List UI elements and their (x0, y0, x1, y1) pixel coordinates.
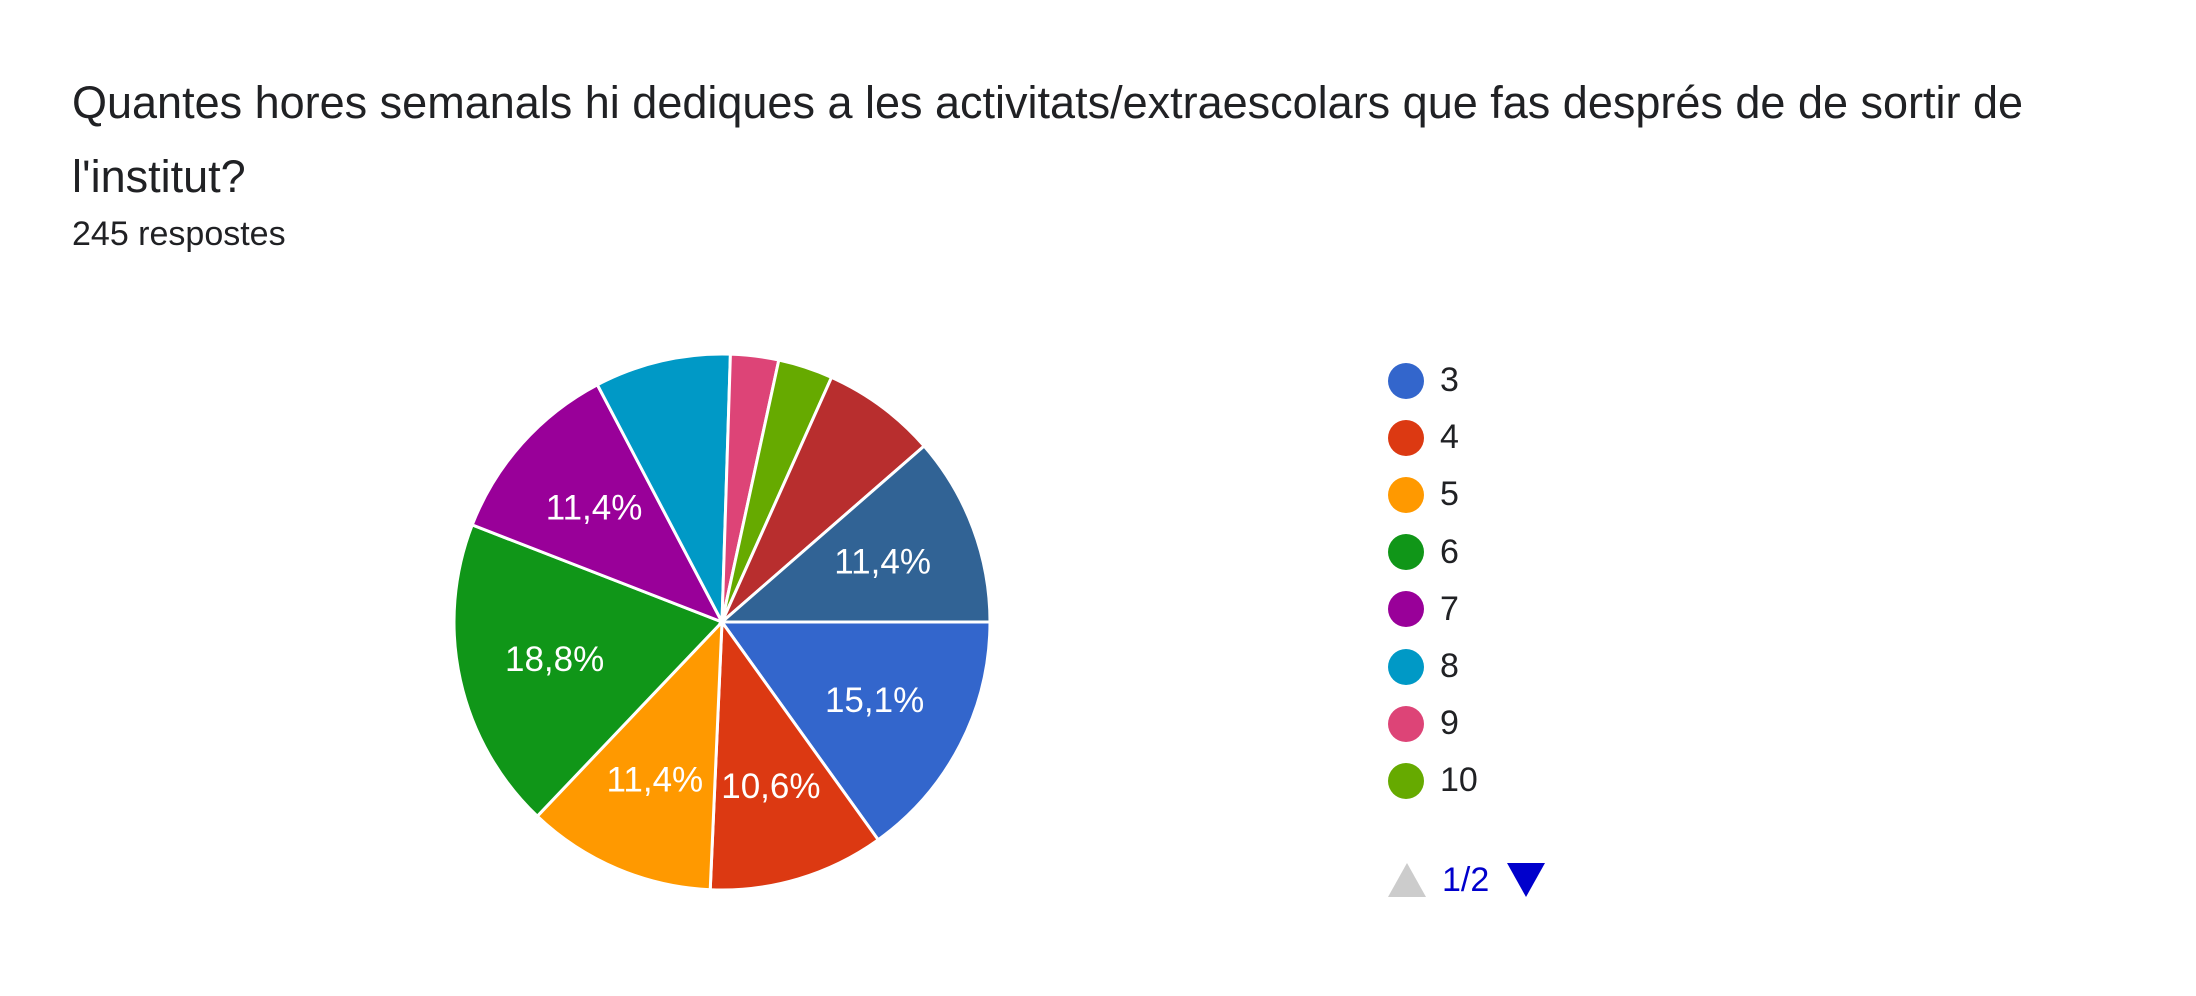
chart-title: Quantes hores semanals hi dediques a les… (72, 77, 2024, 202)
pie-slice-extra-8[interactable] (720, 375, 927, 624)
legend-label: 4 (1440, 418, 1459, 457)
legend-pager: 1/2 (1388, 855, 1546, 905)
legend-swatch (1388, 648, 1424, 685)
legend-item-3[interactable]: 3 (1388, 352, 1478, 409)
legend-label: 9 (1440, 704, 1459, 743)
pie-slice-6[interactable] (452, 522, 725, 819)
pie-slice-5[interactable] (535, 618, 724, 892)
slice-label-7: 11,4% (546, 488, 643, 527)
legend-item-7[interactable]: 7 (1388, 581, 1478, 638)
chart-legend: 3 4 5 6 7 8 9 10 (1388, 352, 1478, 810)
pie-slice-3[interactable] (719, 620, 992, 842)
legend-swatch (1388, 362, 1424, 399)
triangle-down-icon[interactable] (1507, 863, 1546, 897)
triangle-up-icon (1388, 863, 1426, 897)
slice-label-6: 18,8% (505, 640, 604, 679)
slice-label-3: 15,1% (825, 681, 924, 720)
legend-item-8[interactable]: 8 (1388, 638, 1478, 695)
pie-slice-extra-9[interactable] (717, 443, 992, 624)
legend-swatch (1388, 705, 1424, 742)
legend-item-5[interactable]: 5 (1388, 466, 1478, 523)
pie-slice-8[interactable] (595, 352, 732, 628)
legend-label: 5 (1440, 475, 1459, 514)
legend-swatch (1388, 762, 1424, 799)
pie-slice-4[interactable] (708, 617, 881, 892)
slice-label-extra-9: 11,4% (834, 542, 931, 581)
legend-label: 8 (1440, 647, 1459, 686)
pie-chart: 15,1% 10,6% 11,4% 18,8% 11,4% 11,4% (452, 352, 992, 892)
legend-label: 10 (1440, 761, 1478, 800)
pager-text: 1/2 (1442, 860, 1490, 899)
legend-swatch (1388, 534, 1424, 571)
legend-item-6[interactable]: 6 (1388, 524, 1478, 581)
legend-item-10[interactable]: 10 (1388, 752, 1478, 809)
response-count: 245 respostes (72, 215, 286, 253)
legend-label: 7 (1440, 589, 1459, 628)
legend-item-9[interactable]: 9 (1388, 695, 1478, 752)
slice-label-5: 11,4% (607, 760, 704, 799)
slice-label-4: 10,6% (721, 767, 820, 806)
pie-slice-7[interactable] (470, 382, 726, 625)
legend-swatch (1388, 591, 1424, 628)
legend-item-4[interactable]: 4 (1388, 409, 1478, 466)
legend-swatch (1388, 419, 1424, 456)
legend-swatch (1388, 476, 1424, 513)
legend-label: 6 (1440, 532, 1459, 571)
legend-label: 3 (1440, 361, 1459, 400)
